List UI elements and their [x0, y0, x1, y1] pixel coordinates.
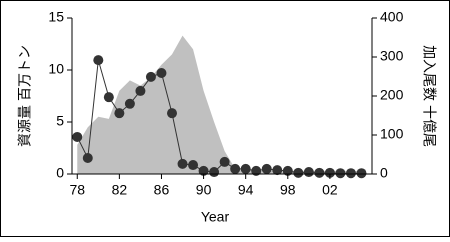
marker [303, 167, 314, 178]
y2-axis-title: 加入尾数 十億尾 [421, 45, 437, 147]
marker [177, 158, 188, 169]
marker [145, 71, 156, 82]
marker [124, 98, 135, 109]
y-tick-label: 10 [48, 61, 64, 77]
marker [209, 167, 220, 178]
y2-tick-label: 200 [380, 87, 404, 103]
marker [345, 168, 356, 179]
marker [272, 165, 283, 176]
y-tick-label: 0 [56, 165, 64, 181]
x-tick-label: 78 [69, 182, 85, 198]
y2-tick-label: 400 [380, 9, 404, 25]
y-axis-title: 資源量 百万トン [17, 45, 33, 147]
line [76, 59, 362, 174]
marker [167, 108, 177, 119]
marker [240, 163, 251, 174]
y2-tick-label: 0 [380, 165, 388, 181]
marker [219, 156, 230, 167]
marker [103, 92, 114, 103]
marker [198, 165, 209, 176]
marker [282, 165, 293, 176]
marker [261, 163, 272, 174]
y2-tick-label: 100 [380, 126, 404, 142]
y-tick-label: 5 [56, 113, 64, 129]
marker [93, 55, 104, 66]
x-tick-label: 86 [154, 182, 170, 198]
marker [114, 108, 125, 119]
marker [82, 153, 93, 164]
marker [230, 163, 241, 174]
x-axis-title: Year [201, 209, 230, 225]
y-tick-label: 15 [48, 9, 64, 25]
marker [293, 167, 304, 178]
marker [188, 160, 199, 171]
marker [314, 167, 325, 178]
marker [356, 168, 367, 179]
x-tick-label: 94 [238, 182, 254, 198]
marker [72, 131, 83, 142]
y2-tick-label: 300 [380, 48, 404, 64]
chart: Year 資源量 百万トン 加入尾数 十億尾 0 5 10 15 0 100 200 300 4… [0, 0, 450, 237]
x-tick-label: 82 [112, 182, 128, 198]
area [77, 35, 362, 175]
marker [135, 85, 146, 96]
x-tick-label: 90 [196, 182, 212, 198]
marker [324, 167, 335, 178]
marker [156, 67, 167, 78]
x-tick-label: 02 [322, 182, 338, 198]
marker [251, 165, 262, 176]
frame [0, 0, 450, 237]
marker [335, 168, 346, 179]
x-tick-label: 98 [280, 182, 296, 198]
